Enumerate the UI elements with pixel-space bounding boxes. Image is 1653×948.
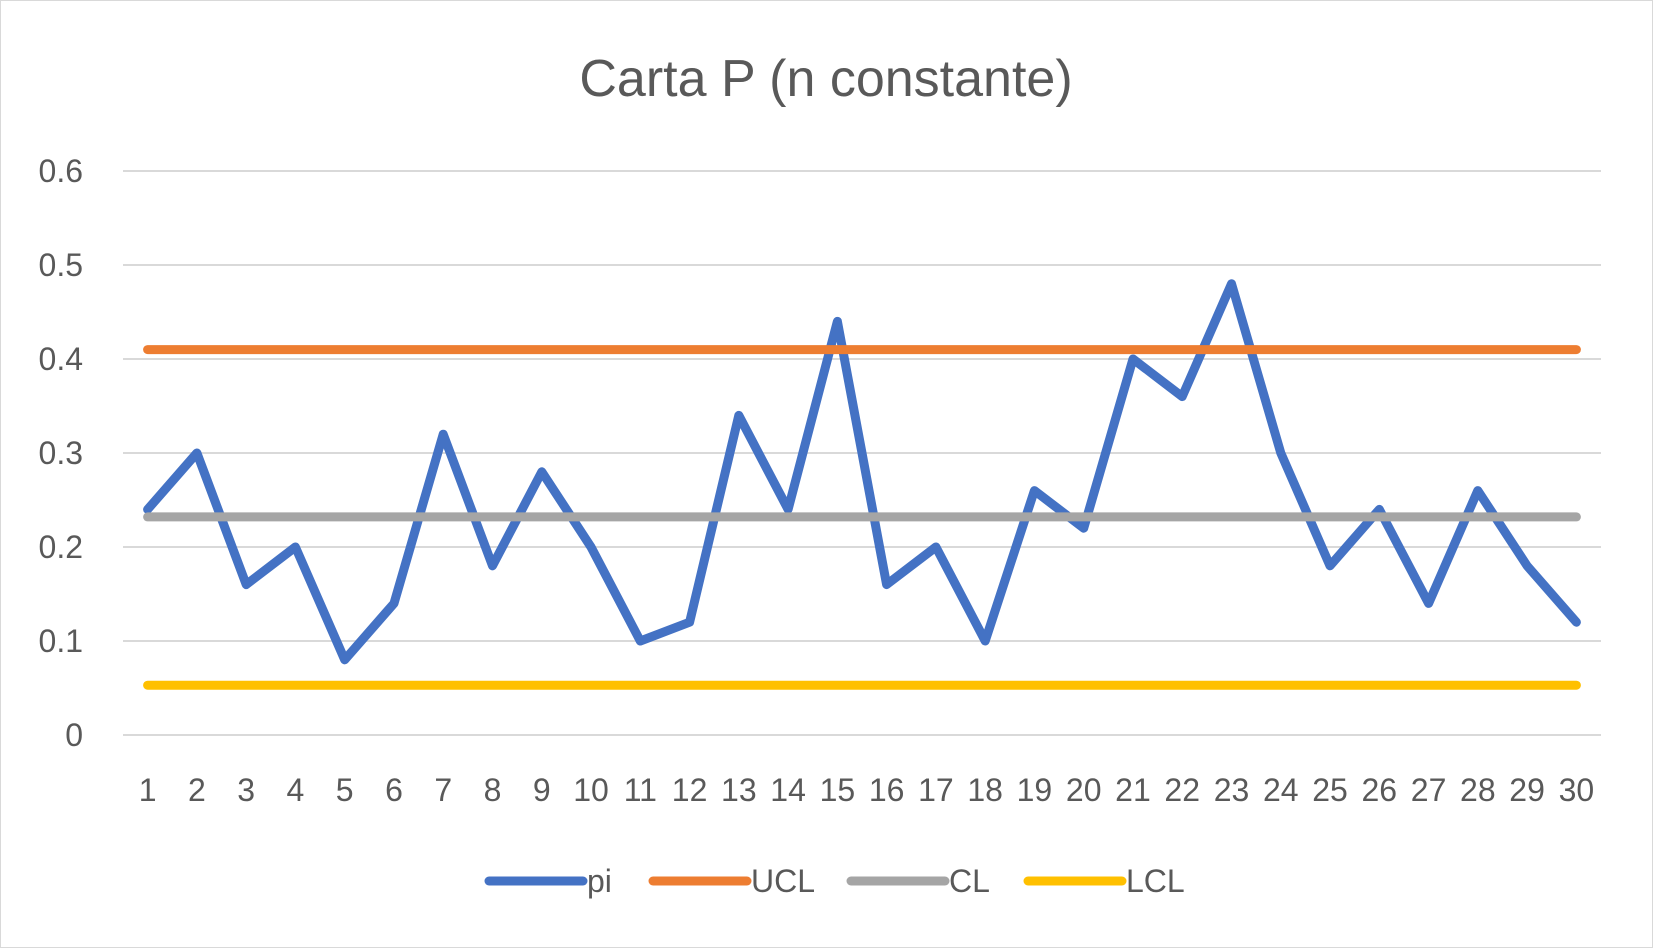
x-tick-label: 4 — [287, 772, 305, 808]
series-lines — [143, 279, 1581, 690]
chart-title: Carta P (n constante) — [579, 50, 1072, 108]
x-tick-label: 20 — [1066, 772, 1102, 808]
x-tick-label: 3 — [237, 772, 255, 808]
x-tick-label: 30 — [1559, 772, 1595, 808]
legend: pi UCL CL LCL — [484, 863, 1185, 899]
y-tick-label: 0.5 — [39, 247, 83, 283]
x-tick-label: 11 — [624, 772, 657, 808]
x-tick-label: 27 — [1411, 772, 1447, 808]
y-tick-label: 0 — [65, 717, 83, 753]
x-tick-label: 8 — [484, 772, 502, 808]
y-axis-tick-labels: 0 0.1 0.2 0.3 0.4 0.5 0.6 — [39, 153, 83, 753]
x-tick-label: 19 — [1017, 772, 1053, 808]
x-tick-label: 5 — [336, 772, 354, 808]
legend-label-cl: CL — [949, 863, 990, 899]
x-tick-label: 23 — [1214, 772, 1250, 808]
x-tick-label: 25 — [1312, 772, 1348, 808]
legend-label-ucl: UCL — [751, 863, 815, 899]
y-tick-label: 0.6 — [39, 153, 83, 189]
x-tick-label: 7 — [434, 772, 452, 808]
legend-label-pi: pi — [587, 863, 612, 899]
series-line-pi — [143, 279, 1581, 665]
x-tick-label: 1 — [139, 772, 157, 808]
y-tick-label: 0.3 — [39, 435, 83, 471]
x-tick-label: 17 — [918, 772, 954, 808]
x-tick-label: 12 — [672, 772, 708, 808]
y-tick-label: 0.2 — [39, 529, 83, 565]
x-tick-label: 26 — [1362, 772, 1398, 808]
x-tick-label: 13 — [721, 772, 757, 808]
x-tick-label: 18 — [967, 772, 1003, 808]
x-tick-label: 9 — [533, 772, 551, 808]
legend-label-lcl: LCL — [1126, 863, 1185, 899]
x-tick-label: 14 — [770, 772, 806, 808]
x-tick-label: 6 — [385, 772, 403, 808]
x-tick-label: 2 — [188, 772, 206, 808]
x-tick-label: 10 — [573, 772, 609, 808]
x-tick-label: 22 — [1164, 772, 1200, 808]
y-tick-label: 0.1 — [39, 623, 83, 659]
x-tick-label: 21 — [1115, 772, 1151, 808]
x-tick-label: 15 — [820, 772, 856, 808]
gridlines — [123, 170, 1601, 736]
x-tick-label: 16 — [869, 772, 905, 808]
x-tick-label: 28 — [1460, 772, 1496, 808]
y-tick-label: 0.4 — [39, 341, 83, 377]
x-tick-label: 29 — [1509, 772, 1545, 808]
x-axis-tick-labels: 1 2 3 4 5 6 7 8 9 10 11 12 13 14 15 16 17 18 19 20 21 22 23 24 2… — [139, 772, 1594, 808]
x-tick-label: 24 — [1263, 772, 1299, 808]
